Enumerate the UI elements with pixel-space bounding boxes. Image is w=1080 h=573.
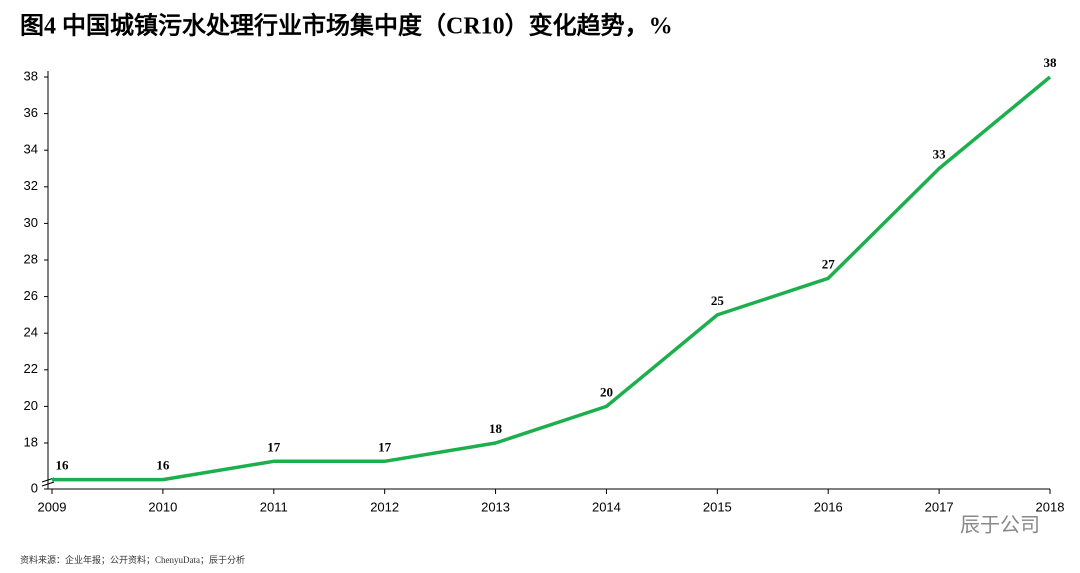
y-tick-label: 38 xyxy=(24,68,38,83)
y-tick-label: 34 xyxy=(24,142,38,157)
value-label: 27 xyxy=(822,256,836,271)
y-tick-label: 0 xyxy=(31,480,38,495)
source-note: 资料来源：企业年报；公开资料；ChenyuData；辰于分析 xyxy=(20,554,245,565)
y-tick-label: 18 xyxy=(24,434,38,449)
x-tick-label: 2011 xyxy=(260,499,288,514)
y-tick-label: 22 xyxy=(24,361,38,376)
y-tick-label: 30 xyxy=(24,215,38,230)
x-tick-label: 2017 xyxy=(925,499,954,514)
x-tick-label: 2015 xyxy=(703,499,732,514)
line xyxy=(52,75,1052,482)
value-label: 18 xyxy=(489,421,503,436)
y-tick-label: 32 xyxy=(24,178,38,193)
y-tick-label: 20 xyxy=(24,398,38,413)
value-label: 33 xyxy=(933,146,947,161)
value-label: 16 xyxy=(56,458,70,473)
value-label: 17 xyxy=(378,439,392,454)
value-label: 16 xyxy=(156,458,170,473)
x-tick-label: 2018 xyxy=(1036,499,1065,514)
x-tick-label: 2014 xyxy=(592,499,621,514)
x-tick-label: 2013 xyxy=(481,499,510,514)
value-label: 20 xyxy=(600,384,613,399)
value-label: 25 xyxy=(711,293,725,308)
y-tick-label: 36 xyxy=(24,105,38,120)
y-tick-label: 24 xyxy=(24,325,38,340)
y-tick-label: 28 xyxy=(24,251,38,266)
value-label: 17 xyxy=(267,439,281,454)
x-tick-label: 2010 xyxy=(148,499,177,514)
chart-title: 图4 中国城镇污水处理行业市场集中度（CR10）变化趋势，% xyxy=(20,12,673,40)
y-tick-label: 26 xyxy=(24,288,38,303)
x-tick-label: 2016 xyxy=(814,499,843,514)
x-tick-label: 2012 xyxy=(370,499,399,514)
value-label: 38 xyxy=(1044,55,1058,70)
x-tick-label: 2009 xyxy=(38,499,67,514)
watermark: 辰于公司 xyxy=(960,513,1040,537)
